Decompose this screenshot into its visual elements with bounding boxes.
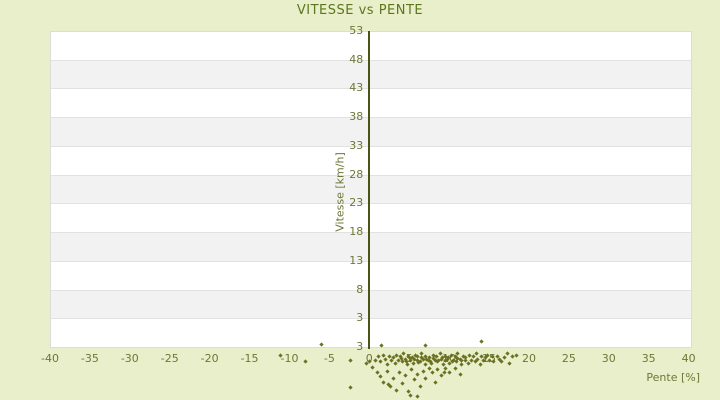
plot-band (50, 289, 691, 319)
plot-border (50, 31, 51, 347)
x-tick-label: 30 (601, 352, 616, 365)
y-axis-line (368, 31, 371, 349)
x-tick-label: -25 (160, 352, 179, 365)
x-tick-label: 25 (561, 352, 576, 365)
scatter-point (435, 367, 441, 373)
plot-band (50, 260, 691, 290)
plot-border (50, 347, 692, 348)
chart-title: VITESSE vs PENTE (296, 3, 424, 18)
x-tick-label: 40 (681, 352, 696, 365)
x-tick-label: -35 (80, 352, 99, 365)
plot-band (50, 203, 691, 233)
plot-area (50, 31, 691, 347)
plot-band (50, 31, 691, 60)
plot-border (691, 31, 692, 347)
y-tick-label: 13 (349, 253, 364, 267)
scatter-point (423, 375, 429, 381)
plot-band (50, 59, 691, 89)
y-gridline (50, 174, 691, 176)
x-axis-title: Pente [%] (646, 371, 700, 384)
scatter-point (427, 366, 432, 371)
scatter-point (378, 374, 383, 379)
scatter-point (391, 375, 396, 381)
y-gridline (50, 145, 691, 147)
y-tick-label: 33 (349, 138, 364, 152)
scatter-point (453, 366, 458, 371)
y-gridline (50, 59, 691, 61)
y-tick-label: 3 (356, 311, 364, 325)
plot-band (50, 318, 691, 347)
scatter-point (394, 387, 399, 393)
scatter-point (348, 385, 354, 390)
y-tick-label: 48 (349, 52, 364, 66)
scatter-point (415, 371, 420, 377)
scatter-point (403, 373, 408, 378)
y-tick-label: 53 (349, 24, 364, 37)
plot-border (50, 31, 692, 32)
plot-band (50, 88, 691, 118)
plot-band (50, 174, 691, 204)
scatter-point (447, 370, 453, 375)
scatter-point (433, 379, 438, 385)
y-gridline (50, 289, 691, 291)
x-tick-label: -20 (200, 352, 219, 365)
scatter-point (415, 394, 420, 400)
x-tick-label: 35 (641, 352, 656, 365)
scatter-point (430, 370, 435, 375)
x-tick-label: -10 (280, 352, 299, 365)
scatter-point (370, 364, 375, 370)
y-tick-label: 23 (349, 196, 364, 210)
scatter-point (478, 362, 483, 367)
scatter-point (458, 371, 463, 377)
y-tick-label: 18 (349, 225, 364, 239)
scatter-point (399, 381, 405, 386)
y-tick-label: 8 (356, 282, 364, 296)
x-tick-label: -5 (323, 352, 335, 365)
y-gridline (50, 117, 691, 119)
y-gridline (50, 203, 691, 205)
y-gridline (50, 232, 691, 234)
plot-band (50, 117, 691, 146)
scatter-point (423, 362, 428, 367)
x-tick-label: 0 (347, 352, 391, 365)
x-tick-label: 20 (521, 352, 536, 365)
y-tick-label: 43 (349, 81, 364, 95)
plot-band (50, 145, 691, 175)
scatter-point (409, 367, 414, 373)
y-gridline (50, 88, 691, 90)
y-axis-title: Vitesse [km/h] (333, 152, 347, 232)
y-tick-label: 28 (349, 167, 364, 181)
scatter-point (385, 369, 390, 374)
x-tick-label: -40 (41, 352, 59, 365)
x-tick-label: -15 (240, 352, 259, 365)
plot-band (50, 232, 691, 261)
scatter-point (397, 370, 402, 375)
x-tick-label: -30 (120, 352, 139, 365)
y-gridline (50, 260, 691, 262)
scatter-point (411, 377, 417, 382)
scatter-point (407, 393, 413, 398)
scatter-point (381, 379, 386, 385)
y-gridline (50, 318, 691, 320)
scatter-point (375, 370, 380, 375)
y-tick-label: 38 (349, 110, 364, 124)
y-tick-label: 3 (356, 340, 364, 353)
scatter-point (421, 369, 426, 374)
scatter-point (418, 383, 423, 389)
